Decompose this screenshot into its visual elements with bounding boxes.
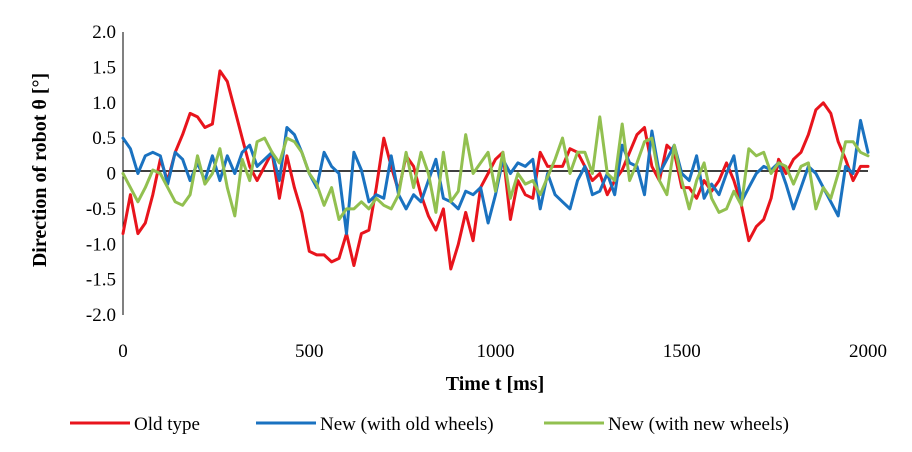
y-tick-label: 2.0 <box>92 22 116 43</box>
y-axis-title-group: Direction of robot θ [°] <box>29 73 51 267</box>
legend-label-2: New (with old wheels) <box>320 414 494 435</box>
x-tick-label: 500 <box>295 341 324 362</box>
legend: Old type New (with old wheels) New (with n… <box>70 414 789 435</box>
x-tick-labels: 0 500 1000 1500 2000 <box>118 341 887 362</box>
series-line-1 <box>121 69 870 271</box>
y-tick-label: -1.5 <box>86 270 116 291</box>
y-tick-labels: 2.0 1.5 1.0 0.5 0 -0.5 -1.0 -1.5 -2.0 <box>86 22 116 326</box>
y-tick-label: -1.0 <box>86 234 116 255</box>
y-tick-label: 1.5 <box>92 57 116 78</box>
series-line-3 <box>121 115 870 221</box>
x-tick-label: 1500 <box>663 341 701 362</box>
x-axis-title: Time t [ms] <box>446 373 545 395</box>
y-tick-label: 1.0 <box>92 93 116 114</box>
series-lines <box>121 69 870 271</box>
legend-label-1: Old type <box>134 414 200 435</box>
legend-label-3: New (with new wheels) <box>608 414 789 435</box>
y-tick-label: 0 <box>107 164 117 185</box>
y-axis-title: Direction of robot θ [°] <box>29 73 51 267</box>
y-tick-label: 0.5 <box>92 128 116 149</box>
x-tick-label: 2000 <box>849 341 887 362</box>
y-tick-label: -0.5 <box>86 199 116 220</box>
y-tick-label: -2.0 <box>86 305 116 326</box>
x-tick-label: 0 <box>118 341 128 362</box>
x-tick-label: 1000 <box>477 341 515 362</box>
